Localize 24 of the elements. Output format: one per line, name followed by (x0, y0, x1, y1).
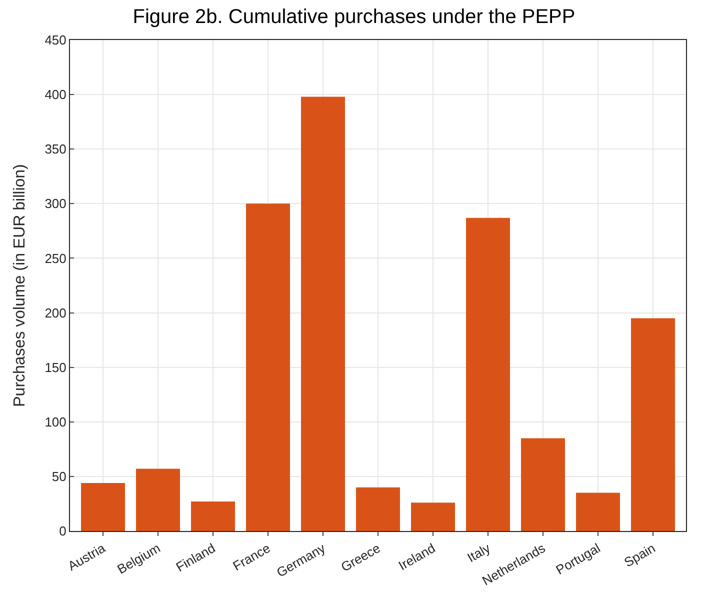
bar (136, 468, 180, 531)
bar (411, 502, 455, 531)
y-tick-label: 50 (52, 468, 66, 484)
y-tick-label: 250 (44, 250, 66, 266)
y-tick-label: 200 (44, 305, 66, 320)
bar (301, 96, 345, 531)
bar (246, 204, 290, 531)
bar (631, 318, 675, 531)
y-tick-label: 350 (44, 142, 66, 157)
y-tick-label: 450 (44, 32, 66, 48)
x-tick-label: Spain (621, 540, 658, 570)
y-tick-label: 400 (44, 87, 66, 102)
bar (81, 482, 125, 531)
bar (521, 438, 565, 531)
chart-title: Figure 2b. Cumulative purchases under the PEPP (132, 6, 576, 28)
y-tick-label: 0 (59, 524, 66, 539)
y-tick-label: 100 (44, 414, 66, 430)
bar (576, 492, 620, 531)
bar (356, 487, 400, 531)
bar (466, 218, 510, 531)
y-tick-label: 300 (44, 196, 66, 212)
y-tick-label: 150 (44, 360, 66, 375)
bar (191, 502, 235, 531)
y-axis-title: Purchases volume (in EUR billion) (12, 164, 29, 407)
